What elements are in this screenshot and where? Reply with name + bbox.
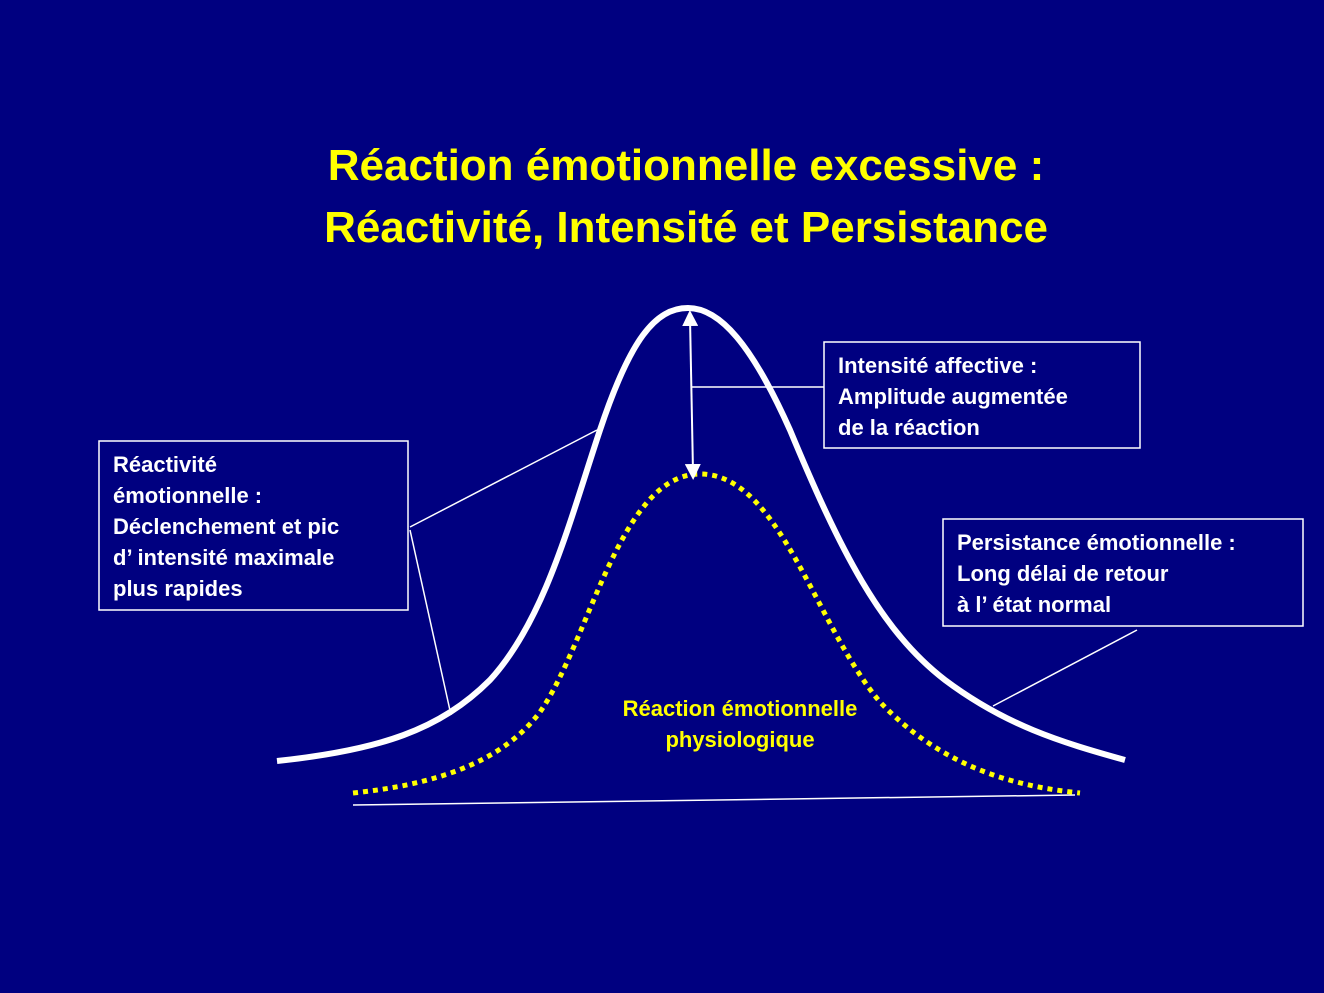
baseline <box>352 794 1076 806</box>
box-text: Déclenchement et pic <box>113 514 339 539</box>
title-line: Réactivité, Intensité et Persistance <box>324 203 1048 252</box>
title-line: Réaction émotionnelle excessive : <box>328 141 1045 190</box>
excessive-curve <box>276 304 1126 764</box>
intensity-arrow <box>682 310 701 480</box>
box-text: émotionnelle : <box>113 483 262 508</box>
curve-label: physiologique <box>665 727 814 752</box>
connector <box>409 429 598 528</box>
box <box>823 341 1141 449</box>
connector <box>992 629 1138 707</box>
box-text: Amplitude augmentée <box>838 384 1068 409</box>
box <box>98 440 409 611</box>
box-text: Long délai de retour <box>957 561 1169 586</box>
physiological-curve <box>352 471 1081 796</box>
box-text: Persistance émotionnelle : <box>957 530 1236 555</box>
box-text: Intensité affective : <box>838 353 1037 378</box>
box-text: plus rapides <box>113 576 243 601</box>
box-text: Réactivité <box>113 452 217 477</box>
curve-label: Réaction émotionnelle <box>623 696 858 721</box>
box-text: à l’ état normal <box>957 592 1111 617</box>
connector <box>409 529 452 716</box>
box-text: de la réaction <box>838 415 980 440</box>
box <box>942 518 1304 627</box>
box-text: d’ intensité maximale <box>113 545 334 570</box>
